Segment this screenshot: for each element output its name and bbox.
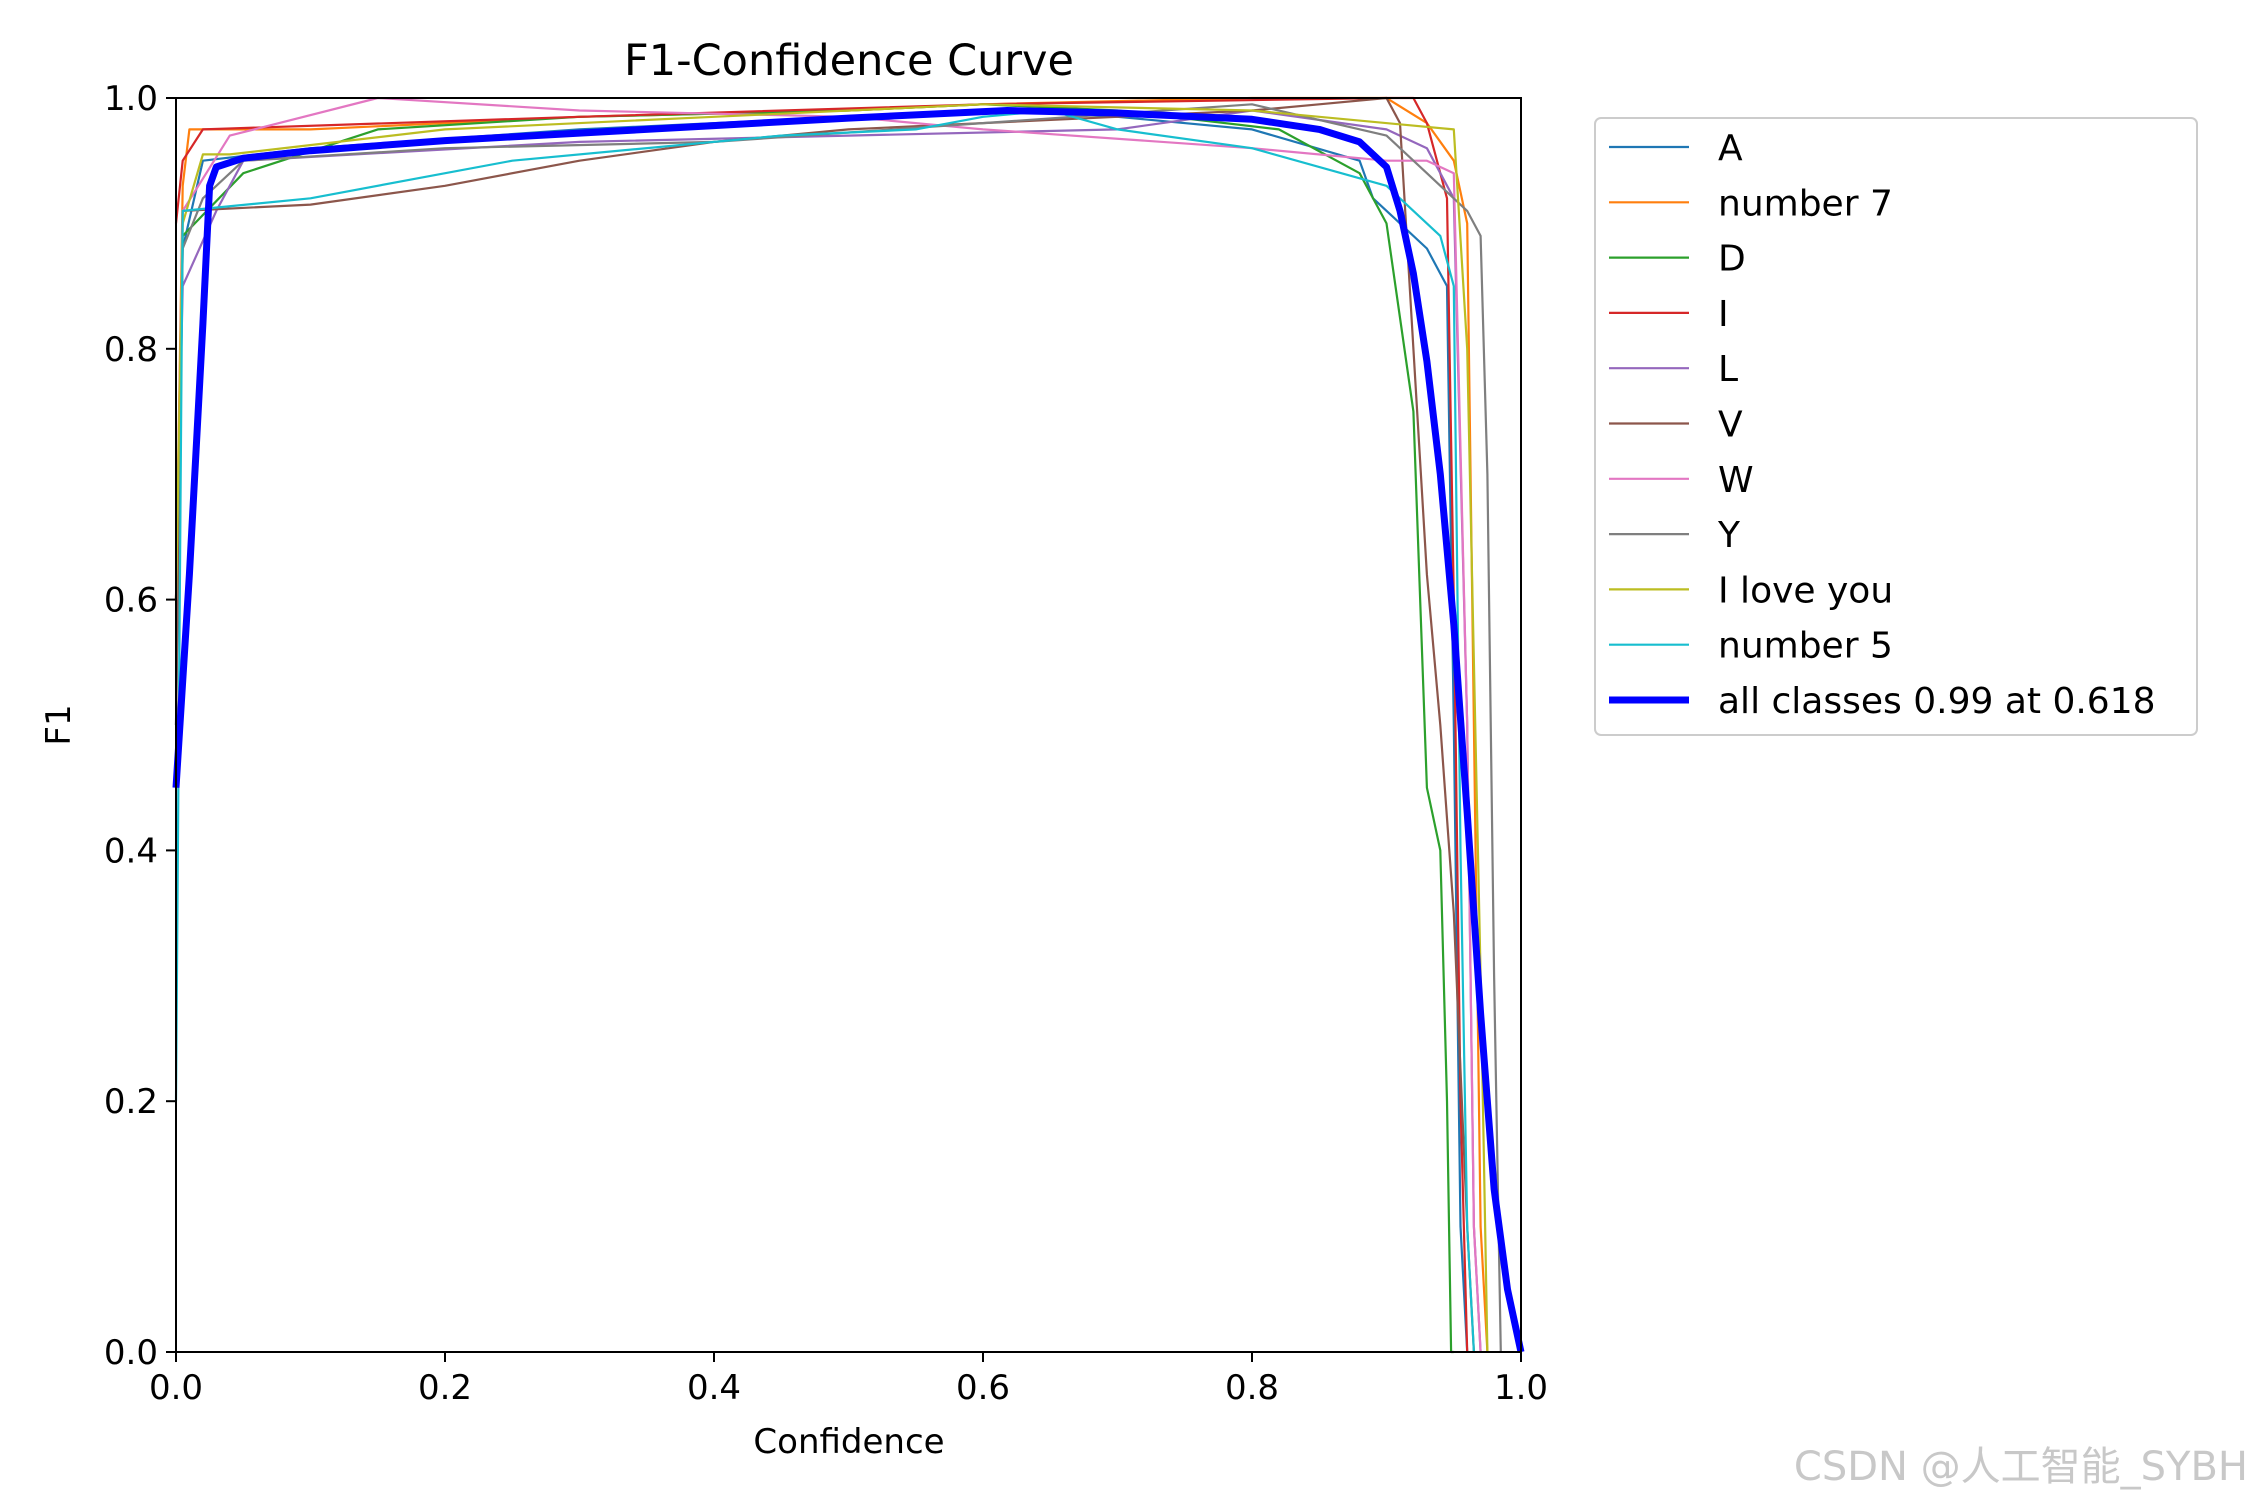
series-line-8 bbox=[174, 103, 1489, 1353]
x-axis-label: Confidence bbox=[753, 1422, 944, 1462]
legend-label-3: I bbox=[1718, 294, 1729, 335]
legend-label-4: L bbox=[1718, 349, 1738, 390]
y-tick-label: 0.6 bbox=[104, 581, 158, 621]
series-line-2 bbox=[174, 103, 1454, 1354]
series-line-5 bbox=[174, 96, 1475, 1353]
series-line-7 bbox=[174, 103, 1502, 1353]
x-axis-ticks: 0.0 0.2 0.4 0.6 0.8 1.0 bbox=[149, 1352, 1548, 1408]
y-axis-label: F1 bbox=[39, 704, 79, 745]
series-line-10 bbox=[172, 107, 1525, 1353]
x-tick-label: 0.6 bbox=[956, 1368, 1010, 1408]
plot-frame bbox=[175, 97, 1522, 1353]
legend-label-8: I love you bbox=[1718, 570, 1893, 611]
series-line-1 bbox=[174, 96, 1489, 1353]
legend-label-1: number 7 bbox=[1718, 183, 1893, 224]
legend-label-0: A bbox=[1718, 128, 1743, 169]
series-line-6 bbox=[174, 96, 1482, 1353]
x-tick-label: 0.8 bbox=[1225, 1368, 1279, 1408]
x-tick-label: 0.4 bbox=[687, 1368, 741, 1408]
series-layer bbox=[172, 96, 1525, 1354]
x-tick-label: 0.2 bbox=[418, 1368, 472, 1408]
series-line-4 bbox=[174, 109, 1482, 1353]
legend-label-5: V bbox=[1718, 405, 1743, 446]
legend-box bbox=[1594, 117, 2198, 736]
y-tick-label: 0.8 bbox=[104, 330, 158, 370]
series-line-9 bbox=[174, 109, 1475, 1353]
series-line-3 bbox=[174, 96, 1469, 1353]
legend-label-9: number 5 bbox=[1718, 626, 1893, 667]
x-tick-label: 0.0 bbox=[149, 1368, 203, 1408]
y-axis-ticks: 0.0 0.2 0.4 0.6 0.8 1.0 bbox=[104, 79, 176, 1373]
y-tick-label: 1.0 bbox=[104, 79, 158, 119]
chart-title: F1-Confidence Curve bbox=[624, 36, 1074, 86]
legend-label-7: Y bbox=[1717, 515, 1741, 556]
y-tick-label: 0.4 bbox=[104, 831, 158, 871]
y-tick-label: 0.2 bbox=[104, 1082, 158, 1122]
series-line-0 bbox=[174, 109, 1469, 1353]
y-tick-label: 0.0 bbox=[104, 1333, 158, 1373]
legend-label-2: D bbox=[1718, 239, 1746, 280]
legend-label-10: all classes 0.99 at 0.618 bbox=[1718, 681, 2156, 722]
watermark-text: CSDN @人工智能_SYBH bbox=[1794, 1444, 2248, 1490]
legend-label-6: W bbox=[1718, 460, 1754, 501]
x-tick-label: 1.0 bbox=[1494, 1368, 1548, 1408]
